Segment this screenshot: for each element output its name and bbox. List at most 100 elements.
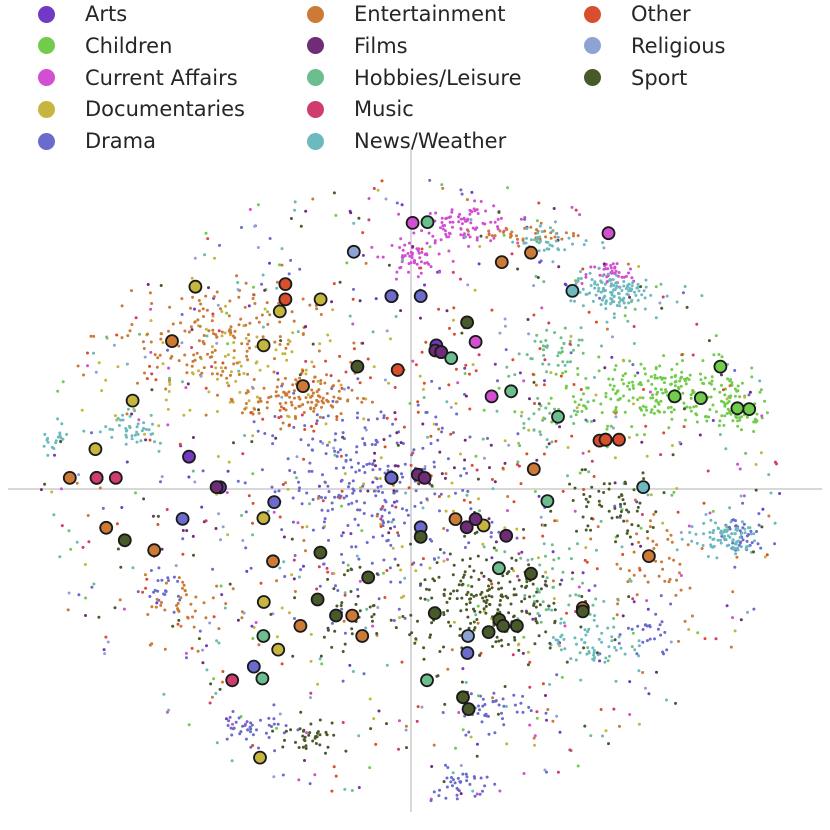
cloud-point <box>272 510 276 514</box>
cloud-point <box>154 605 158 609</box>
cloud-point <box>474 454 478 458</box>
cloud-point <box>279 427 283 431</box>
cloud-point <box>272 703 276 707</box>
cloud-point <box>471 789 475 793</box>
cloud-point <box>412 231 416 235</box>
cloud-point <box>544 630 548 634</box>
cloud-point <box>597 637 601 641</box>
cloud-point <box>311 498 315 501</box>
cloud-point <box>462 573 466 577</box>
cloud-point <box>193 320 197 324</box>
cloud-point <box>533 734 537 738</box>
cloud-point <box>182 413 186 417</box>
cloud-point <box>401 615 405 618</box>
cloud-point <box>168 382 172 386</box>
cloud-point <box>646 580 650 584</box>
cloud-point <box>606 626 610 630</box>
cloud-point <box>341 679 345 683</box>
cloud-point <box>744 451 748 455</box>
cloud-point <box>627 569 631 573</box>
cloud-point <box>390 244 394 247</box>
cloud-point <box>601 241 605 245</box>
cloud-point <box>610 516 614 520</box>
cloud-point <box>645 530 649 534</box>
cloud-point <box>678 571 681 575</box>
cloud-point <box>637 289 641 293</box>
cloud-point <box>611 377 615 381</box>
cloud-point <box>754 488 758 492</box>
cloud-point <box>566 360 569 364</box>
highlighted-point <box>575 604 590 619</box>
cloud-point <box>156 589 160 593</box>
cloud-point <box>719 541 723 545</box>
cloud-point <box>600 631 604 635</box>
cloud-point <box>278 566 282 570</box>
cloud-point <box>314 735 318 738</box>
cloud-point <box>469 209 473 213</box>
cloud-point <box>208 621 212 625</box>
cloud-point <box>490 478 494 481</box>
cloud-point <box>723 414 727 418</box>
cloud-point <box>383 471 387 475</box>
cloud-point <box>690 539 694 543</box>
cloud-point <box>445 528 449 532</box>
cloud-point <box>512 569 516 573</box>
cloud-point <box>549 231 553 235</box>
cloud-point <box>691 614 694 618</box>
cloud-point <box>192 553 195 557</box>
cloud-point <box>554 638 558 642</box>
cloud-point <box>659 453 663 457</box>
cloud-point <box>445 216 449 220</box>
cloud-point <box>341 418 344 422</box>
cloud-point <box>130 412 134 416</box>
cloud-point <box>597 355 601 359</box>
cloud-point <box>350 545 354 549</box>
cloud-point <box>584 546 588 550</box>
cloud-point <box>735 540 739 544</box>
cloud-point <box>648 625 652 629</box>
cloud-point <box>80 408 84 412</box>
cloud-point <box>459 609 463 613</box>
cloud-point <box>414 363 418 367</box>
cloud-point <box>470 585 474 588</box>
cloud-point <box>276 378 280 382</box>
cloud-point <box>269 612 273 616</box>
cloud-point <box>650 408 654 412</box>
cloud-point <box>257 408 260 412</box>
cloud-point <box>362 512 366 515</box>
cloud-point <box>579 388 583 391</box>
cloud-point <box>216 303 220 307</box>
cloud-point <box>548 226 552 230</box>
cloud-point <box>527 428 531 432</box>
cloud-point <box>584 292 588 296</box>
cloud-point <box>727 395 731 399</box>
cloud-point <box>333 495 337 499</box>
cloud-point <box>290 537 294 541</box>
cloud-point <box>470 463 474 467</box>
cloud-point <box>137 418 141 422</box>
cloud-point <box>193 609 197 613</box>
cloud-point <box>460 680 464 684</box>
cloud-point <box>393 411 397 415</box>
cloud-point <box>627 289 631 293</box>
cloud-point <box>699 378 703 382</box>
cloud-point <box>641 396 645 400</box>
cloud-point <box>615 262 619 266</box>
cloud-point <box>488 466 491 470</box>
cloud-point <box>125 362 129 366</box>
cloud-point <box>368 462 371 466</box>
cloud-point <box>216 377 219 381</box>
cloud-point <box>711 545 715 549</box>
highlighted-point <box>713 359 728 374</box>
cloud-point <box>469 593 473 597</box>
cloud-point <box>314 742 318 745</box>
cloud-point <box>225 376 229 380</box>
cloud-point <box>446 558 449 561</box>
cloud-point <box>469 692 473 696</box>
cloud-point <box>227 329 231 333</box>
cloud-point <box>226 724 230 727</box>
cloud-point <box>400 507 404 511</box>
cloud-point <box>551 579 555 583</box>
cloud-point <box>538 563 542 567</box>
cloud-point <box>185 529 189 533</box>
